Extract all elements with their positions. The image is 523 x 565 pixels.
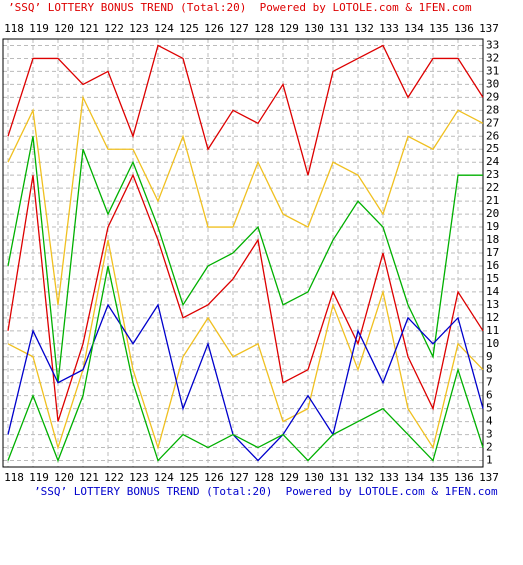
x-tick-label-top: 136 bbox=[454, 22, 474, 35]
y-tick-label: 13 bbox=[486, 298, 499, 311]
x-tick-label-bottom: 133 bbox=[379, 471, 399, 484]
x-tick-label-bottom: 121 bbox=[79, 471, 99, 484]
x-tick-label-top: 132 bbox=[354, 22, 374, 35]
y-tick-label: 7 bbox=[486, 376, 493, 389]
x-tick-label-top: 118 bbox=[4, 22, 24, 35]
x-tick-label-bottom: 137 bbox=[479, 471, 499, 484]
x-tick-label-top: 131 bbox=[329, 22, 349, 35]
x-tick-label-top: 134 bbox=[404, 22, 424, 35]
x-tick-label-top: 127 bbox=[229, 22, 249, 35]
series-line bbox=[7, 136, 483, 383]
x-tick-label-top: 121 bbox=[79, 22, 99, 35]
x-tick-label-bottom: 131 bbox=[329, 471, 349, 484]
x-tick-label-top: 122 bbox=[104, 22, 124, 35]
x-tick-label-top: 119 bbox=[29, 22, 49, 35]
plot-border bbox=[2, 38, 484, 468]
x-tick-label-top: 126 bbox=[204, 22, 224, 35]
y-tick-label: 12 bbox=[486, 311, 499, 324]
y-tick-label: 15 bbox=[486, 272, 499, 285]
x-tick-label-bottom: 128 bbox=[254, 471, 274, 484]
y-tick-label: 17 bbox=[486, 246, 499, 259]
y-tick-label: 18 bbox=[486, 233, 499, 246]
y-tick-label: 24 bbox=[486, 155, 500, 168]
y-tick-label: 20 bbox=[486, 207, 499, 220]
x-tick-label-bottom: 119 bbox=[29, 471, 49, 484]
y-tick-label: 9 bbox=[486, 350, 493, 363]
series-line bbox=[7, 173, 484, 422]
x-tick-label-top: 125 bbox=[179, 22, 199, 35]
y-tick-label: 1 bbox=[486, 454, 493, 467]
y-tick-label: 10 bbox=[486, 337, 499, 350]
y-tick-label: 32 bbox=[486, 51, 499, 64]
y-tick-label: 29 bbox=[486, 90, 499, 103]
y-tick-label: 3 bbox=[486, 428, 493, 441]
x-tick-label-top: 133 bbox=[379, 22, 399, 35]
x-tick-label-top: 128 bbox=[254, 22, 274, 35]
x-tick-label-top: 124 bbox=[154, 22, 174, 35]
y-tick-label: 31 bbox=[486, 64, 499, 77]
x-tick-label-bottom: 123 bbox=[129, 471, 149, 484]
y-tick-label: 4 bbox=[486, 415, 493, 428]
y-tick-label: 22 bbox=[486, 181, 499, 194]
x-tick-label-bottom: 136 bbox=[454, 471, 474, 484]
y-tick-label: 5 bbox=[486, 402, 493, 415]
y-tick-label: 16 bbox=[486, 259, 499, 272]
chart-title: ’SSQ’ LOTTERY BONUS TREND (Total:20) Pow… bbox=[8, 1, 472, 14]
series-line bbox=[7, 95, 484, 305]
x-tick-label-bottom: 124 bbox=[154, 471, 174, 484]
y-tick-label: 19 bbox=[486, 220, 499, 233]
y-tick-label: 2 bbox=[486, 441, 493, 454]
y-tick-label: 21 bbox=[486, 194, 499, 207]
x-tick-label-bottom: 126 bbox=[204, 471, 224, 484]
x-tick-label-bottom: 134 bbox=[404, 471, 424, 484]
y-tick-label: 25 bbox=[486, 142, 499, 155]
y-tick-label: 33 bbox=[486, 38, 499, 51]
series-line bbox=[7, 239, 484, 450]
x-tick-label-bottom: 120 bbox=[54, 471, 74, 484]
x-tick-label-top: 120 bbox=[54, 22, 74, 35]
series-line bbox=[7, 303, 484, 462]
x-tick-label-bottom: 132 bbox=[354, 471, 374, 484]
x-tick-label-bottom: 129 bbox=[279, 471, 299, 484]
y-tick-label: 27 bbox=[486, 116, 499, 129]
y-tick-label: 30 bbox=[486, 77, 499, 90]
x-tick-label-top: 137 bbox=[479, 22, 499, 35]
y-tick-label: 26 bbox=[486, 129, 499, 142]
series-line bbox=[7, 44, 484, 176]
y-tick-label: 14 bbox=[486, 285, 500, 298]
x-tick-label-bottom: 122 bbox=[104, 471, 124, 484]
y-tick-label: 6 bbox=[486, 389, 493, 402]
x-tick-label-top: 123 bbox=[129, 22, 149, 35]
x-tick-label-top: 130 bbox=[304, 22, 324, 35]
y-tick-label: 8 bbox=[486, 363, 493, 376]
y-tick-label: 11 bbox=[486, 324, 499, 337]
y-tick-label: 23 bbox=[486, 168, 499, 181]
x-tick-label-bottom: 127 bbox=[229, 471, 249, 484]
x-tick-label-bottom: 118 bbox=[4, 471, 24, 484]
chart-footer-title: ’SSQ’ LOTTERY BONUS TREND (Total:20) Pow… bbox=[34, 485, 498, 498]
x-tick-label-top: 135 bbox=[429, 22, 449, 35]
x-tick-label-bottom: 135 bbox=[429, 471, 449, 484]
x-tick-label-bottom: 130 bbox=[304, 471, 324, 484]
y-tick-label: 28 bbox=[486, 103, 499, 116]
x-tick-label-top: 129 bbox=[279, 22, 299, 35]
series-line bbox=[7, 265, 484, 463]
x-tick-label-bottom: 125 bbox=[179, 471, 199, 484]
